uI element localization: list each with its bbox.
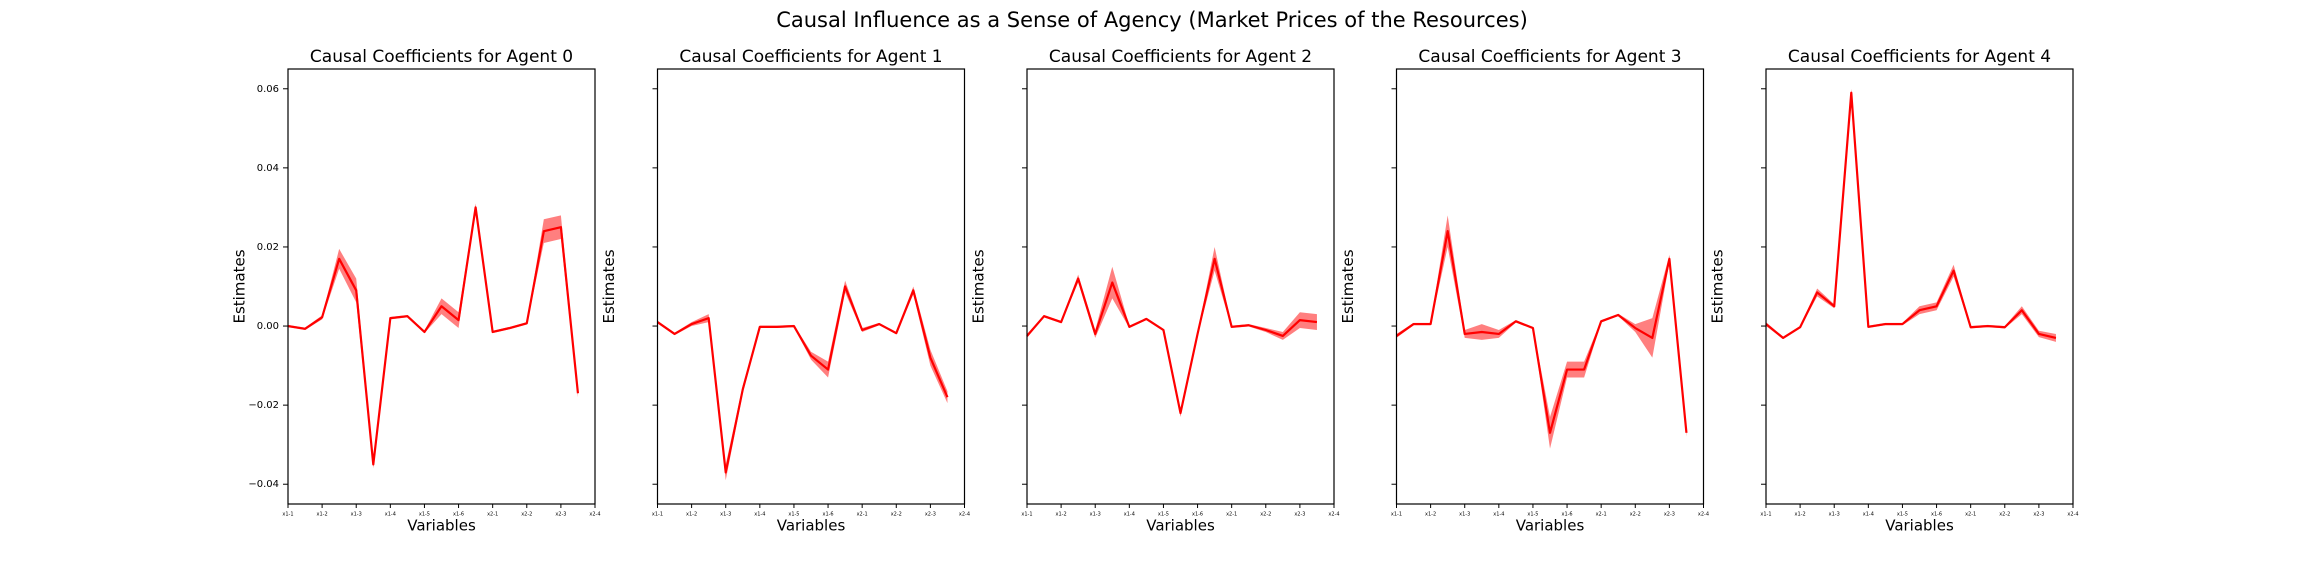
y-tick-label: −0.02 <box>248 400 279 411</box>
y-axis-label: Estimates <box>231 249 249 323</box>
x-tick-label: x2-4 <box>1328 512 1339 518</box>
x-tick-label: x2-2 <box>1999 512 2010 518</box>
y-axis-label: Estimates <box>1709 249 1727 323</box>
x-axis-label: Variables <box>777 517 846 535</box>
chart-title: Causal Coefficients for Agent 0 <box>310 47 573 67</box>
x-tick-label: x1-4 <box>754 512 765 518</box>
y-axis-label: Estimates <box>600 249 618 323</box>
x-tick-label: x2-2 <box>1260 512 1271 518</box>
axes-frame <box>1395 68 1705 505</box>
x-tick-label: x2-4 <box>959 512 970 518</box>
x-tick-label: x1-4 <box>1863 512 1874 518</box>
axes-frame <box>1026 68 1335 505</box>
x-tick-label: x1-3 <box>720 512 731 518</box>
error-band <box>288 203 578 469</box>
x-tick-label: x1-6 <box>1931 512 1942 518</box>
y-tick-label: 0.00 <box>257 321 279 332</box>
line <box>1395 230 1688 434</box>
x-tick-label: x1-1 <box>1021 512 1032 518</box>
x-tick-label: x1-2 <box>1425 512 1436 518</box>
x-tick-label: x2-4 <box>1698 512 1709 518</box>
figure-title: Causal Influence as a Sense of Agency (M… <box>776 8 1528 32</box>
x-tick-label: x1-2 <box>686 512 697 518</box>
x-axis-label: Variables <box>1885 517 1954 535</box>
line <box>1026 257 1318 415</box>
x-tick-label: x2-3 <box>1664 512 1675 518</box>
x-tick-label: x2-3 <box>925 512 936 518</box>
x-tick-label: x1-3 <box>351 512 362 518</box>
x-tick-label: x1-3 <box>1459 512 1470 518</box>
axes-frame <box>287 68 596 505</box>
chart-title: Causal Coefficients for Agent 2 <box>1049 47 1312 67</box>
y-axis-label: Estimates <box>1339 249 1357 323</box>
x-axis-label: Variables <box>1146 517 1215 535</box>
y-tick-label: 0.06 <box>257 84 279 95</box>
x-tick-label: x1-5 <box>1897 512 1908 518</box>
x-axis-label: Variables <box>1516 517 1585 535</box>
x-tick-label: x1-4 <box>385 512 396 518</box>
x-tick-label: x2-1 <box>1226 512 1237 518</box>
y-tick-label: 0.02 <box>257 242 279 253</box>
x-tick-label: x1-6 <box>1561 512 1572 518</box>
line <box>1765 91 2057 340</box>
x-tick-label: x1-6 <box>822 512 833 518</box>
x-tick-label: x1-1 <box>282 512 293 518</box>
chart-title: Causal Coefficients for Agent 1 <box>679 47 942 67</box>
x-tick-label: x2-3 <box>555 512 566 518</box>
x-tick-label: x1-3 <box>1090 512 1101 518</box>
x-tick-label: x1-5 <box>1158 512 1169 518</box>
x-tick-label: x1-2 <box>1056 512 1067 518</box>
y-tick-label: −0.04 <box>248 479 279 490</box>
x-tick-label: x1-4 <box>1124 512 1135 518</box>
x-axis-label: Variables <box>407 517 476 535</box>
line <box>656 285 949 474</box>
axes-frame <box>1765 68 2074 505</box>
x-tick-label: x2-1 <box>1596 512 1607 518</box>
error-band <box>657 280 948 481</box>
x-tick-label: x1-3 <box>1829 512 1840 518</box>
y-tick-label: 0.04 <box>257 163 279 174</box>
x-tick-label: x2-1 <box>1965 512 1976 518</box>
y-axis-label: Estimates <box>970 249 988 323</box>
x-tick-label: x1-5 <box>1527 512 1538 518</box>
x-tick-label: x2-1 <box>487 512 498 518</box>
x-tick-label: x1-1 <box>652 512 663 518</box>
line <box>287 206 580 466</box>
x-tick-label: x2-4 <box>2067 512 2078 518</box>
x-tick-label: x2-1 <box>857 512 868 518</box>
error-band <box>1766 88 2056 342</box>
x-tick-label: x1-6 <box>1192 512 1203 518</box>
x-tick-label: x2-2 <box>1630 512 1641 518</box>
x-tick-label: x1-5 <box>419 512 430 518</box>
x-tick-label: x2-3 <box>1294 512 1305 518</box>
chart-title: Causal Coefficients for Agent 4 <box>1788 47 2051 67</box>
axes-frame <box>656 68 966 505</box>
x-tick-label: x1-2 <box>317 512 328 518</box>
x-tick-label: x1-1 <box>1760 512 1771 518</box>
x-tick-label: x2-2 <box>891 512 902 518</box>
x-tick-label: x2-3 <box>2033 512 2044 518</box>
x-tick-label: x1-5 <box>788 512 799 518</box>
x-tick-label: x2-2 <box>521 512 532 518</box>
x-tick-label: x2-4 <box>589 512 600 518</box>
x-tick-label: x1-2 <box>1795 512 1806 518</box>
x-tick-label: x1-1 <box>1391 512 1402 518</box>
x-tick-label: x1-6 <box>453 512 464 518</box>
chart-title: Causal Coefficients for Agent 3 <box>1418 47 1681 67</box>
x-tick-label: x1-4 <box>1493 512 1504 518</box>
